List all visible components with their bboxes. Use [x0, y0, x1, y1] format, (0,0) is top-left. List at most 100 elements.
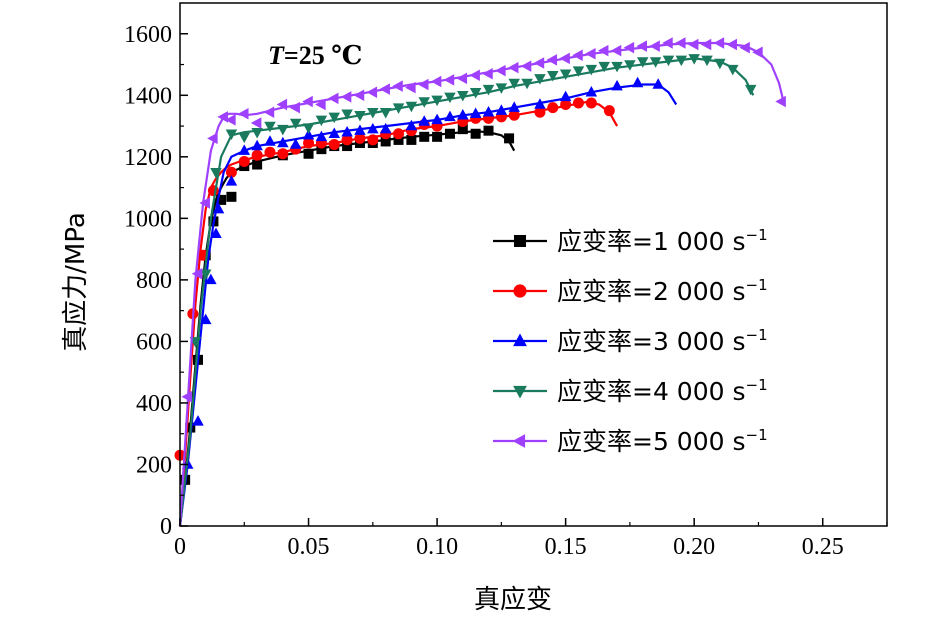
- y-tick-label: 800: [136, 268, 172, 294]
- data-point: [432, 131, 443, 142]
- data-point: [251, 149, 263, 161]
- data-point: [559, 90, 572, 102]
- data-point: [483, 125, 494, 136]
- data-point: [482, 84, 495, 96]
- data-point: [700, 38, 712, 51]
- plot-frame: [179, 2, 888, 527]
- data-point: [636, 40, 648, 52]
- y-tick-label: 600: [136, 329, 172, 355]
- data-point: [675, 55, 688, 67]
- data-point: [457, 109, 469, 120]
- data-point: [217, 111, 228, 123]
- data-point: [238, 108, 249, 120]
- data-point: [263, 106, 275, 118]
- data-point: [572, 97, 584, 109]
- data-point: [419, 131, 430, 142]
- data-point: [225, 129, 238, 140]
- legend-label: 应变率=4 000 s−1: [557, 376, 768, 406]
- x-tick-label: 0: [174, 534, 186, 560]
- series-layer: [174, 37, 786, 527]
- data-point: [726, 64, 739, 76]
- data-point: [210, 167, 222, 179]
- data-point: [264, 146, 276, 158]
- data-point: [775, 95, 786, 108]
- data-point: [585, 64, 598, 76]
- data-point: [631, 76, 644, 88]
- data-point: [379, 83, 390, 95]
- data-point: [456, 72, 468, 85]
- data-point: [277, 124, 289, 136]
- data-point: [559, 52, 570, 65]
- x-tick-label: 0.10: [416, 534, 458, 560]
- data-point: [470, 128, 481, 139]
- data-point: [302, 95, 313, 108]
- data-point: [207, 132, 218, 145]
- data-point: [277, 148, 289, 160]
- data-point: [610, 44, 622, 57]
- data-point: [611, 79, 623, 91]
- x-axis-title: 真应变: [474, 585, 552, 615]
- data-point: [752, 46, 763, 58]
- data-point: [205, 273, 217, 285]
- data-point: [341, 109, 353, 121]
- data-point: [495, 83, 508, 94]
- data-point: [342, 141, 353, 152]
- data-point: [744, 84, 757, 96]
- data-point: [289, 138, 302, 149]
- data-point: [226, 191, 237, 202]
- data-point: [675, 37, 686, 49]
- data-point: [225, 166, 237, 178]
- data-point: [251, 139, 263, 151]
- data-point: [207, 185, 219, 197]
- series-2: [174, 97, 619, 527]
- data-point: [276, 98, 288, 111]
- y-tick-label: 1000: [124, 206, 172, 232]
- data-point: [482, 68, 493, 80]
- data-point: [405, 101, 418, 113]
- data-point: [597, 44, 609, 57]
- y-tick-label: 400: [136, 391, 172, 417]
- data-point: [341, 134, 353, 146]
- data-point: [379, 122, 392, 134]
- data-point: [572, 49, 583, 62]
- data-point: [238, 132, 251, 144]
- data-point: [431, 95, 443, 107]
- data-point: [315, 98, 326, 111]
- data-point: [289, 118, 302, 130]
- data-point: [225, 114, 236, 126]
- data-point: [181, 391, 192, 403]
- data-point: [469, 87, 482, 99]
- legend-entry-4: 应变率=4 000 s−1: [493, 376, 768, 406]
- legend-entry-3: 应变率=3 000 s−1: [493, 326, 768, 356]
- data-point: [264, 121, 276, 133]
- data-point: [418, 115, 430, 126]
- data-point: [521, 78, 533, 90]
- data-point: [688, 54, 700, 65]
- legend: 应变率=1 000 s−1 应变率=2 000 s−1 应变率=3 000 s−1 应…: [493, 226, 768, 456]
- x-tick-label: 0.05: [288, 534, 330, 560]
- data-point: [251, 127, 263, 139]
- data-point: [457, 124, 468, 135]
- data-point: [547, 71, 559, 82]
- data-point: [534, 106, 546, 118]
- legend-label: 应变率=2 000 s−1: [557, 276, 768, 306]
- data-point: [303, 148, 314, 159]
- data-point: [379, 107, 392, 119]
- legend-marker: [514, 235, 526, 247]
- data-point: [443, 74, 455, 86]
- data-point: [534, 74, 546, 85]
- data-point: [238, 144, 251, 155]
- data-point: [739, 41, 750, 54]
- data-point: [316, 144, 327, 155]
- y-tick-label: 200: [136, 452, 172, 478]
- data-point: [341, 125, 353, 137]
- data-point: [662, 37, 673, 49]
- data-point: [520, 60, 532, 72]
- data-point: [216, 194, 227, 205]
- data-point: [328, 112, 341, 124]
- legend-entry-5: 应变率=5 000 s−1: [493, 426, 768, 456]
- legend-entry-2: 应变率=2 000 s−1: [493, 276, 768, 306]
- data-point: [393, 128, 405, 140]
- data-point: [495, 64, 506, 77]
- data-point: [225, 175, 238, 186]
